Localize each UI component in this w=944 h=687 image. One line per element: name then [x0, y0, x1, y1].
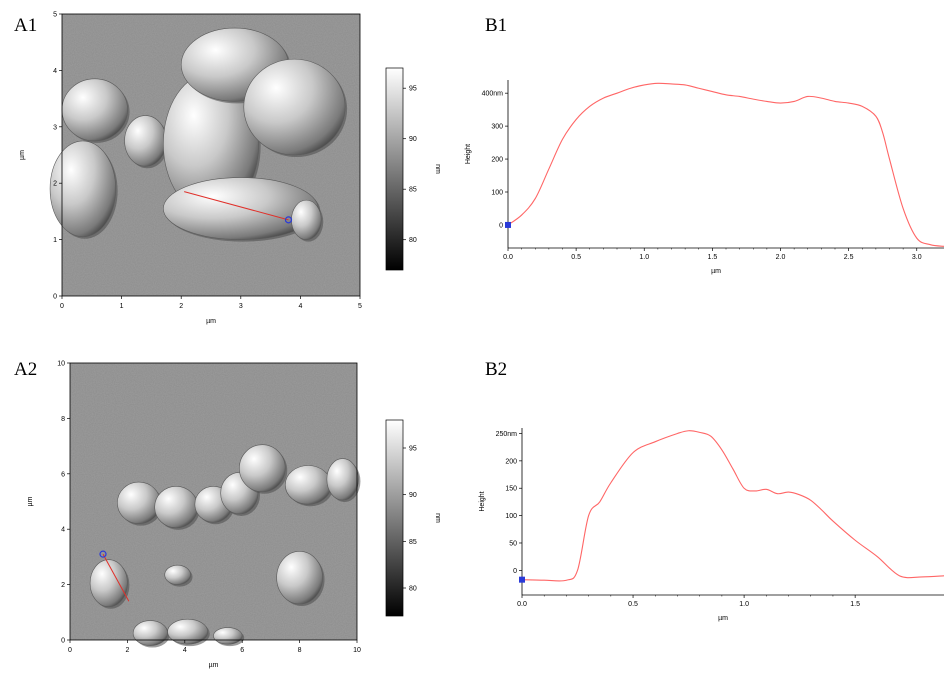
y-tick-label: 3 [53, 124, 57, 131]
y-tick-label: 400nm [482, 91, 504, 98]
profile-series-line [521, 430, 944, 582]
x-tick-label: 1 [120, 303, 124, 310]
particle-blob [243, 58, 346, 156]
profile-start-marker [519, 576, 525, 583]
y-tick-label: 50 [509, 540, 517, 547]
x-axis-label: µm [206, 318, 216, 325]
colorbar-tick-label: 85 [409, 539, 417, 546]
colorbar-label: nm [434, 164, 441, 174]
x-tick-label: 8 [298, 647, 302, 654]
x-tick-label: 2 [179, 303, 183, 310]
x-tick-label: 4 [183, 647, 187, 654]
x-tick-label: 1.0 [739, 601, 749, 608]
y-tick-label: 0 [499, 222, 503, 229]
x-tick-label: 3 [239, 303, 243, 310]
particle-blob [89, 559, 128, 608]
x-tick-label: 3.0 [912, 254, 922, 261]
colorbar-tick-label: 95 [409, 446, 417, 453]
colorbar [385, 67, 404, 271]
x-tick-label: 0.0 [503, 254, 513, 261]
y-tick-label: 150 [505, 486, 517, 493]
y-tick-label: 4 [61, 527, 65, 534]
y-axis-label: Height [479, 491, 486, 511]
y-tick-label: 2 [53, 181, 57, 188]
panel-label-a1: A1 [14, 15, 38, 36]
x-tick-label: 10 [353, 647, 361, 654]
profile-marker [284, 216, 293, 224]
y-tick-label: 10 [57, 361, 65, 368]
x-axis-label: µm [711, 268, 721, 275]
x-tick-label: 1.5 [708, 254, 718, 261]
x-tick-label: 2 [125, 647, 129, 654]
y-tick-label: 6 [61, 471, 65, 478]
x-tick-label: 5 [358, 303, 362, 310]
image-frame [61, 13, 361, 297]
colorbar-label: nm [434, 513, 441, 523]
x-axis-label: µm [718, 615, 728, 622]
particle-blob [239, 444, 286, 493]
profile-line [184, 191, 289, 221]
particle-blob [167, 618, 209, 645]
particle-blob [164, 564, 191, 585]
y-axis-label: µm [19, 150, 26, 160]
colorbar-tick-label: 90 [409, 492, 417, 499]
y-axis-label: µm [27, 496, 34, 506]
y-tick-label: 4 [53, 68, 57, 75]
x-tick-label: 1.5 [850, 601, 860, 608]
y-tick-label: 200 [491, 157, 503, 164]
colorbar-tick-label: 90 [409, 136, 417, 143]
y-tick-label: 2 [61, 582, 65, 589]
colorbar-tick-label: 85 [409, 187, 417, 194]
x-tick-label: 2.5 [844, 254, 854, 261]
profile-series-line [507, 82, 944, 247]
y-tick-label: 100 [505, 513, 517, 520]
y-tick-label: 5 [53, 12, 57, 19]
y-tick-label: 250nm [496, 431, 518, 438]
y-tick-label: 100 [491, 190, 503, 197]
y-tick-label: 200 [505, 458, 517, 465]
x-tick-label: 4 [298, 303, 302, 310]
colorbar [385, 419, 404, 617]
x-tick-label: 0 [60, 303, 64, 310]
particle-blob [49, 140, 116, 238]
panel-label-b1: B1 [485, 15, 508, 36]
x-axis-label: µm [209, 662, 219, 669]
x-tick-label: 0 [68, 647, 72, 654]
image-frame [69, 362, 358, 641]
x-tick-label: 0.0 [517, 601, 527, 608]
colorbar-tick-label: 80 [409, 586, 417, 593]
colorbar-tick-label: 95 [409, 86, 417, 93]
y-axis-label: Height [465, 144, 472, 164]
x-tick-label: 6 [240, 647, 244, 654]
profile-start-marker [505, 221, 511, 228]
y-tick-label: 1 [53, 237, 57, 244]
y-tick-label: 300 [491, 124, 503, 131]
profile-marker [99, 550, 107, 558]
profile-line [102, 553, 130, 602]
x-tick-label: 0.5 [628, 601, 638, 608]
panel-label-a2: A2 [14, 359, 38, 380]
x-tick-label: 0.5 [571, 254, 581, 261]
y-tick-label: 0 [61, 638, 65, 645]
x-tick-label: 1.0 [639, 254, 649, 261]
y-tick-label: 0 [53, 294, 57, 301]
y-tick-label: 0 [513, 568, 517, 575]
y-tick-label: 8 [61, 416, 65, 423]
colorbar-tick-label: 80 [409, 237, 417, 244]
particle-blob [326, 458, 359, 501]
particle-blob [276, 551, 323, 605]
panel-label-b2: B2 [485, 359, 508, 380]
x-tick-label: 2.0 [776, 254, 786, 261]
